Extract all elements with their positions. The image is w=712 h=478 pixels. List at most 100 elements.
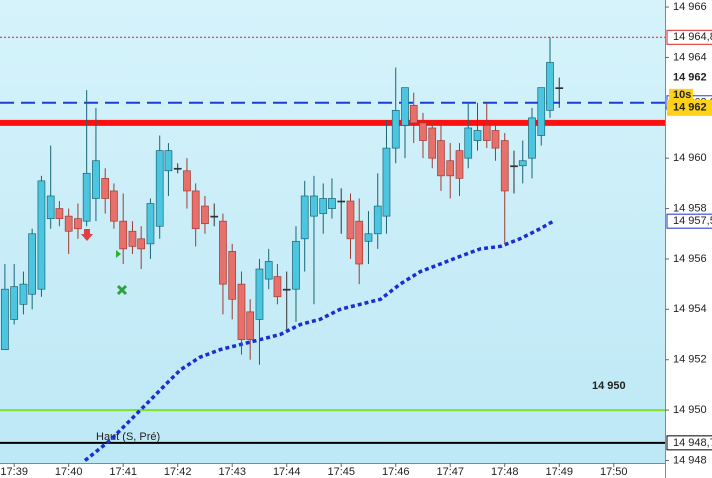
candle-body <box>373 205 382 235</box>
candle-body <box>219 220 227 285</box>
candle-body <box>282 288 291 291</box>
candle-body <box>128 230 137 247</box>
candle-body <box>246 311 255 340</box>
candle-body <box>273 276 282 298</box>
candle-body <box>92 160 100 199</box>
x-tick-label: 17:50 <box>600 466 628 478</box>
timeframe-box <box>669 88 693 102</box>
x-tick-label: 17:41 <box>109 466 137 478</box>
candle-body <box>10 286 19 320</box>
candle-body <box>355 220 364 265</box>
candle-body <box>446 160 455 177</box>
plot: 14 950 Haut (S, Pré) <box>0 36 665 462</box>
candle-body <box>401 87 409 126</box>
candle-body <box>428 127 437 159</box>
candle-body <box>146 203 155 245</box>
x-tick-label: 17:44 <box>273 466 301 478</box>
candle-body <box>164 150 173 172</box>
candle-body <box>201 205 209 225</box>
candle-body <box>300 195 309 240</box>
x-tick-label: 17:46 <box>382 466 410 478</box>
candle-body <box>310 195 318 217</box>
candle-body <box>255 268 264 320</box>
candle-body <box>237 283 246 340</box>
level-tag: 14 964,8 <box>673 31 712 43</box>
candle-body <box>74 218 82 230</box>
y-tick-label: 14 948 <box>673 454 707 466</box>
candle-body <box>173 167 182 170</box>
candle-body <box>337 200 346 203</box>
candle-body <box>500 140 509 192</box>
x-axis-area <box>0 463 665 478</box>
candle-body <box>464 127 473 159</box>
ma-tag: 14 957,5 <box>673 215 712 227</box>
candle-body <box>391 109 400 149</box>
last-price-box <box>667 69 712 86</box>
timeframe: 10s <box>673 89 691 101</box>
level-tag: 14 948,7 <box>673 437 712 449</box>
markers <box>81 229 128 296</box>
candle-body <box>183 170 191 192</box>
candle-body <box>228 251 237 300</box>
candle-body <box>491 130 500 149</box>
last-price: 14 962 <box>673 72 707 84</box>
candle-body <box>419 122 427 141</box>
y-tick-label: 14 964 <box>673 51 707 63</box>
level-label: 14 950 <box>592 380 626 392</box>
x-tick-label: 17:45 <box>327 466 355 478</box>
level-tag-box <box>666 29 712 45</box>
buy-triangle <box>116 250 121 258</box>
candle-body <box>19 283 28 305</box>
candle-body <box>1 288 9 350</box>
candle-body <box>364 233 373 242</box>
plot-area <box>0 0 665 463</box>
candle-body <box>346 200 355 240</box>
candle-body <box>482 125 491 141</box>
candle-body <box>210 215 219 218</box>
candle-body <box>537 87 546 136</box>
candle-body <box>555 87 564 90</box>
candle-body <box>37 180 46 290</box>
x-tick-label: 17:48 <box>491 466 519 478</box>
moving-average <box>83 219 555 462</box>
y-tick-label: 14 960 <box>673 152 707 164</box>
candle-body <box>137 238 146 250</box>
candle-body <box>55 208 64 220</box>
candle-body <box>409 104 418 124</box>
candle-body <box>110 190 118 222</box>
x-tick-label: 17:47 <box>436 466 464 478</box>
cross-marker <box>116 284 128 296</box>
candle-body <box>46 195 55 220</box>
candle-body <box>264 261 273 280</box>
x-tick-label: 17:49 <box>545 466 573 478</box>
y-tick-label: 14 958 <box>673 202 707 214</box>
x-tick-label: 17:42 <box>164 466 192 478</box>
candle-body <box>546 62 554 111</box>
price-tag: 14 962 <box>673 102 707 114</box>
candle-body <box>101 177 110 199</box>
candle-body <box>473 130 482 141</box>
x-tick-label: 17:43 <box>218 466 246 478</box>
level-tag-box <box>666 435 712 451</box>
y-tick-label: 14 956 <box>673 253 707 265</box>
candle-body <box>28 233 37 295</box>
candle-body <box>64 215 73 232</box>
candle-body <box>191 190 200 230</box>
candle-body <box>328 198 336 209</box>
level-label: Haut (S, Pré) <box>96 431 160 443</box>
candle-body <box>437 140 445 177</box>
sell-arrow <box>81 229 93 241</box>
candle-body <box>382 147 391 217</box>
candle-body <box>455 150 464 179</box>
candle-body <box>518 160 527 167</box>
y-tick-label: 14 952 <box>673 354 707 366</box>
y-tick-label: 14 954 <box>673 303 707 315</box>
x-tick-label: 17:39 <box>0 466 28 478</box>
candle-body <box>82 172 91 222</box>
candle-body <box>319 198 328 214</box>
y-tick-label: 14 966 <box>673 1 707 13</box>
y-tick-label: 14 950 <box>673 404 707 416</box>
